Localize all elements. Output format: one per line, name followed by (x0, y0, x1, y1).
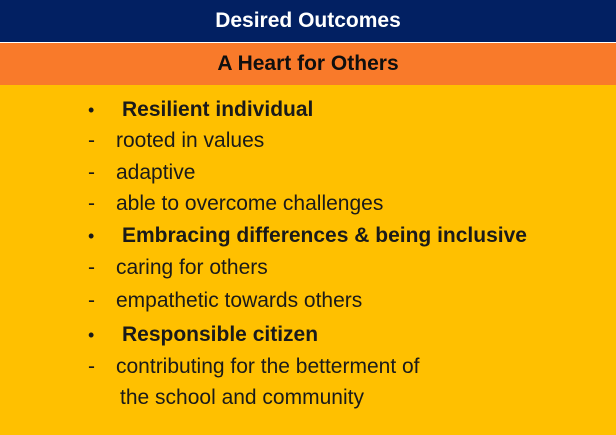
outcome-point-text: contributing for the betterment of (116, 355, 420, 378)
outcome-point-text: the school and community (120, 386, 364, 409)
subtitle-bar: A Heart for Others (0, 43, 616, 85)
outcomes-list: • Resilient individual - rooted in value… (0, 85, 616, 435)
title-bar: Desired Outcomes (0, 0, 616, 42)
outcome-point-text: rooted in values (116, 129, 265, 152)
outcome-heading-text: Responsible citizen (122, 323, 319, 346)
outcome-heading-text: Embracing differences & being inclusive (122, 224, 527, 247)
dash-icon: - (88, 129, 95, 152)
page-subtitle: A Heart for Others (217, 52, 399, 75)
dash-icon: - (88, 192, 95, 215)
bullet-icon: • (88, 226, 95, 246)
page-title: Desired Outcomes (215, 9, 401, 32)
dash-icon: - (88, 256, 95, 279)
outcome-point-text: adaptive (116, 161, 196, 184)
bullet-icon: • (88, 325, 95, 345)
dash-icon: - (88, 161, 95, 184)
dash-icon: - (88, 355, 95, 378)
bullet-icon: • (88, 100, 95, 120)
dash-icon: - (88, 289, 95, 312)
outcome-heading-text: Resilient individual (122, 98, 314, 121)
outcome-point-text: able to overcome challenges (116, 192, 384, 215)
outcome-point-text: caring for others (116, 256, 268, 279)
outcome-point-text: empathetic towards others (116, 289, 363, 312)
